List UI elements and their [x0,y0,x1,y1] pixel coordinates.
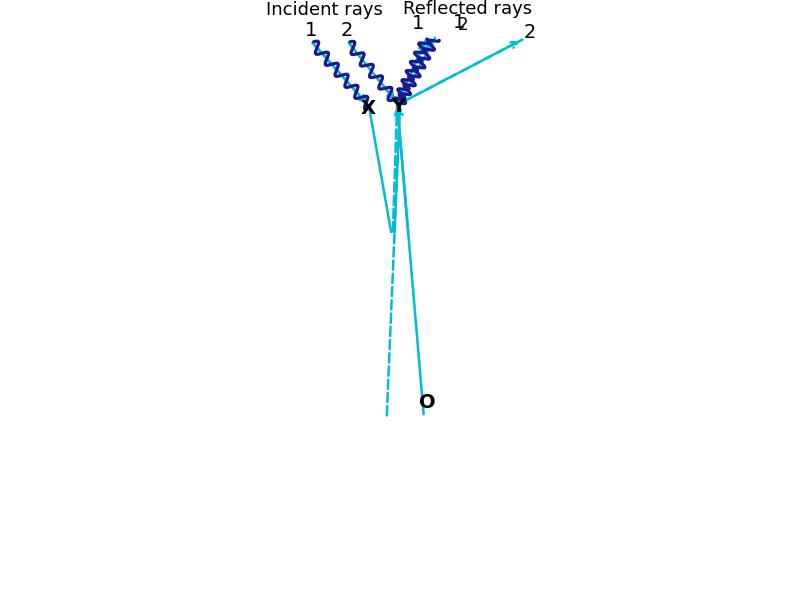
Text: 2: 2 [523,23,536,41]
Text: 2: 2 [458,16,468,34]
Text: 1: 1 [306,21,318,40]
Polygon shape [244,311,556,429]
Text: Incident rays: Incident rays [266,1,382,19]
Text: Reflected rays: Reflected rays [403,0,533,17]
Text: 1: 1 [412,14,424,33]
Text: X: X [360,100,375,118]
Text: 1: 1 [453,13,465,32]
Text: 2: 2 [341,21,354,40]
Text: Y: Y [392,97,406,116]
Text: O: O [418,394,435,412]
